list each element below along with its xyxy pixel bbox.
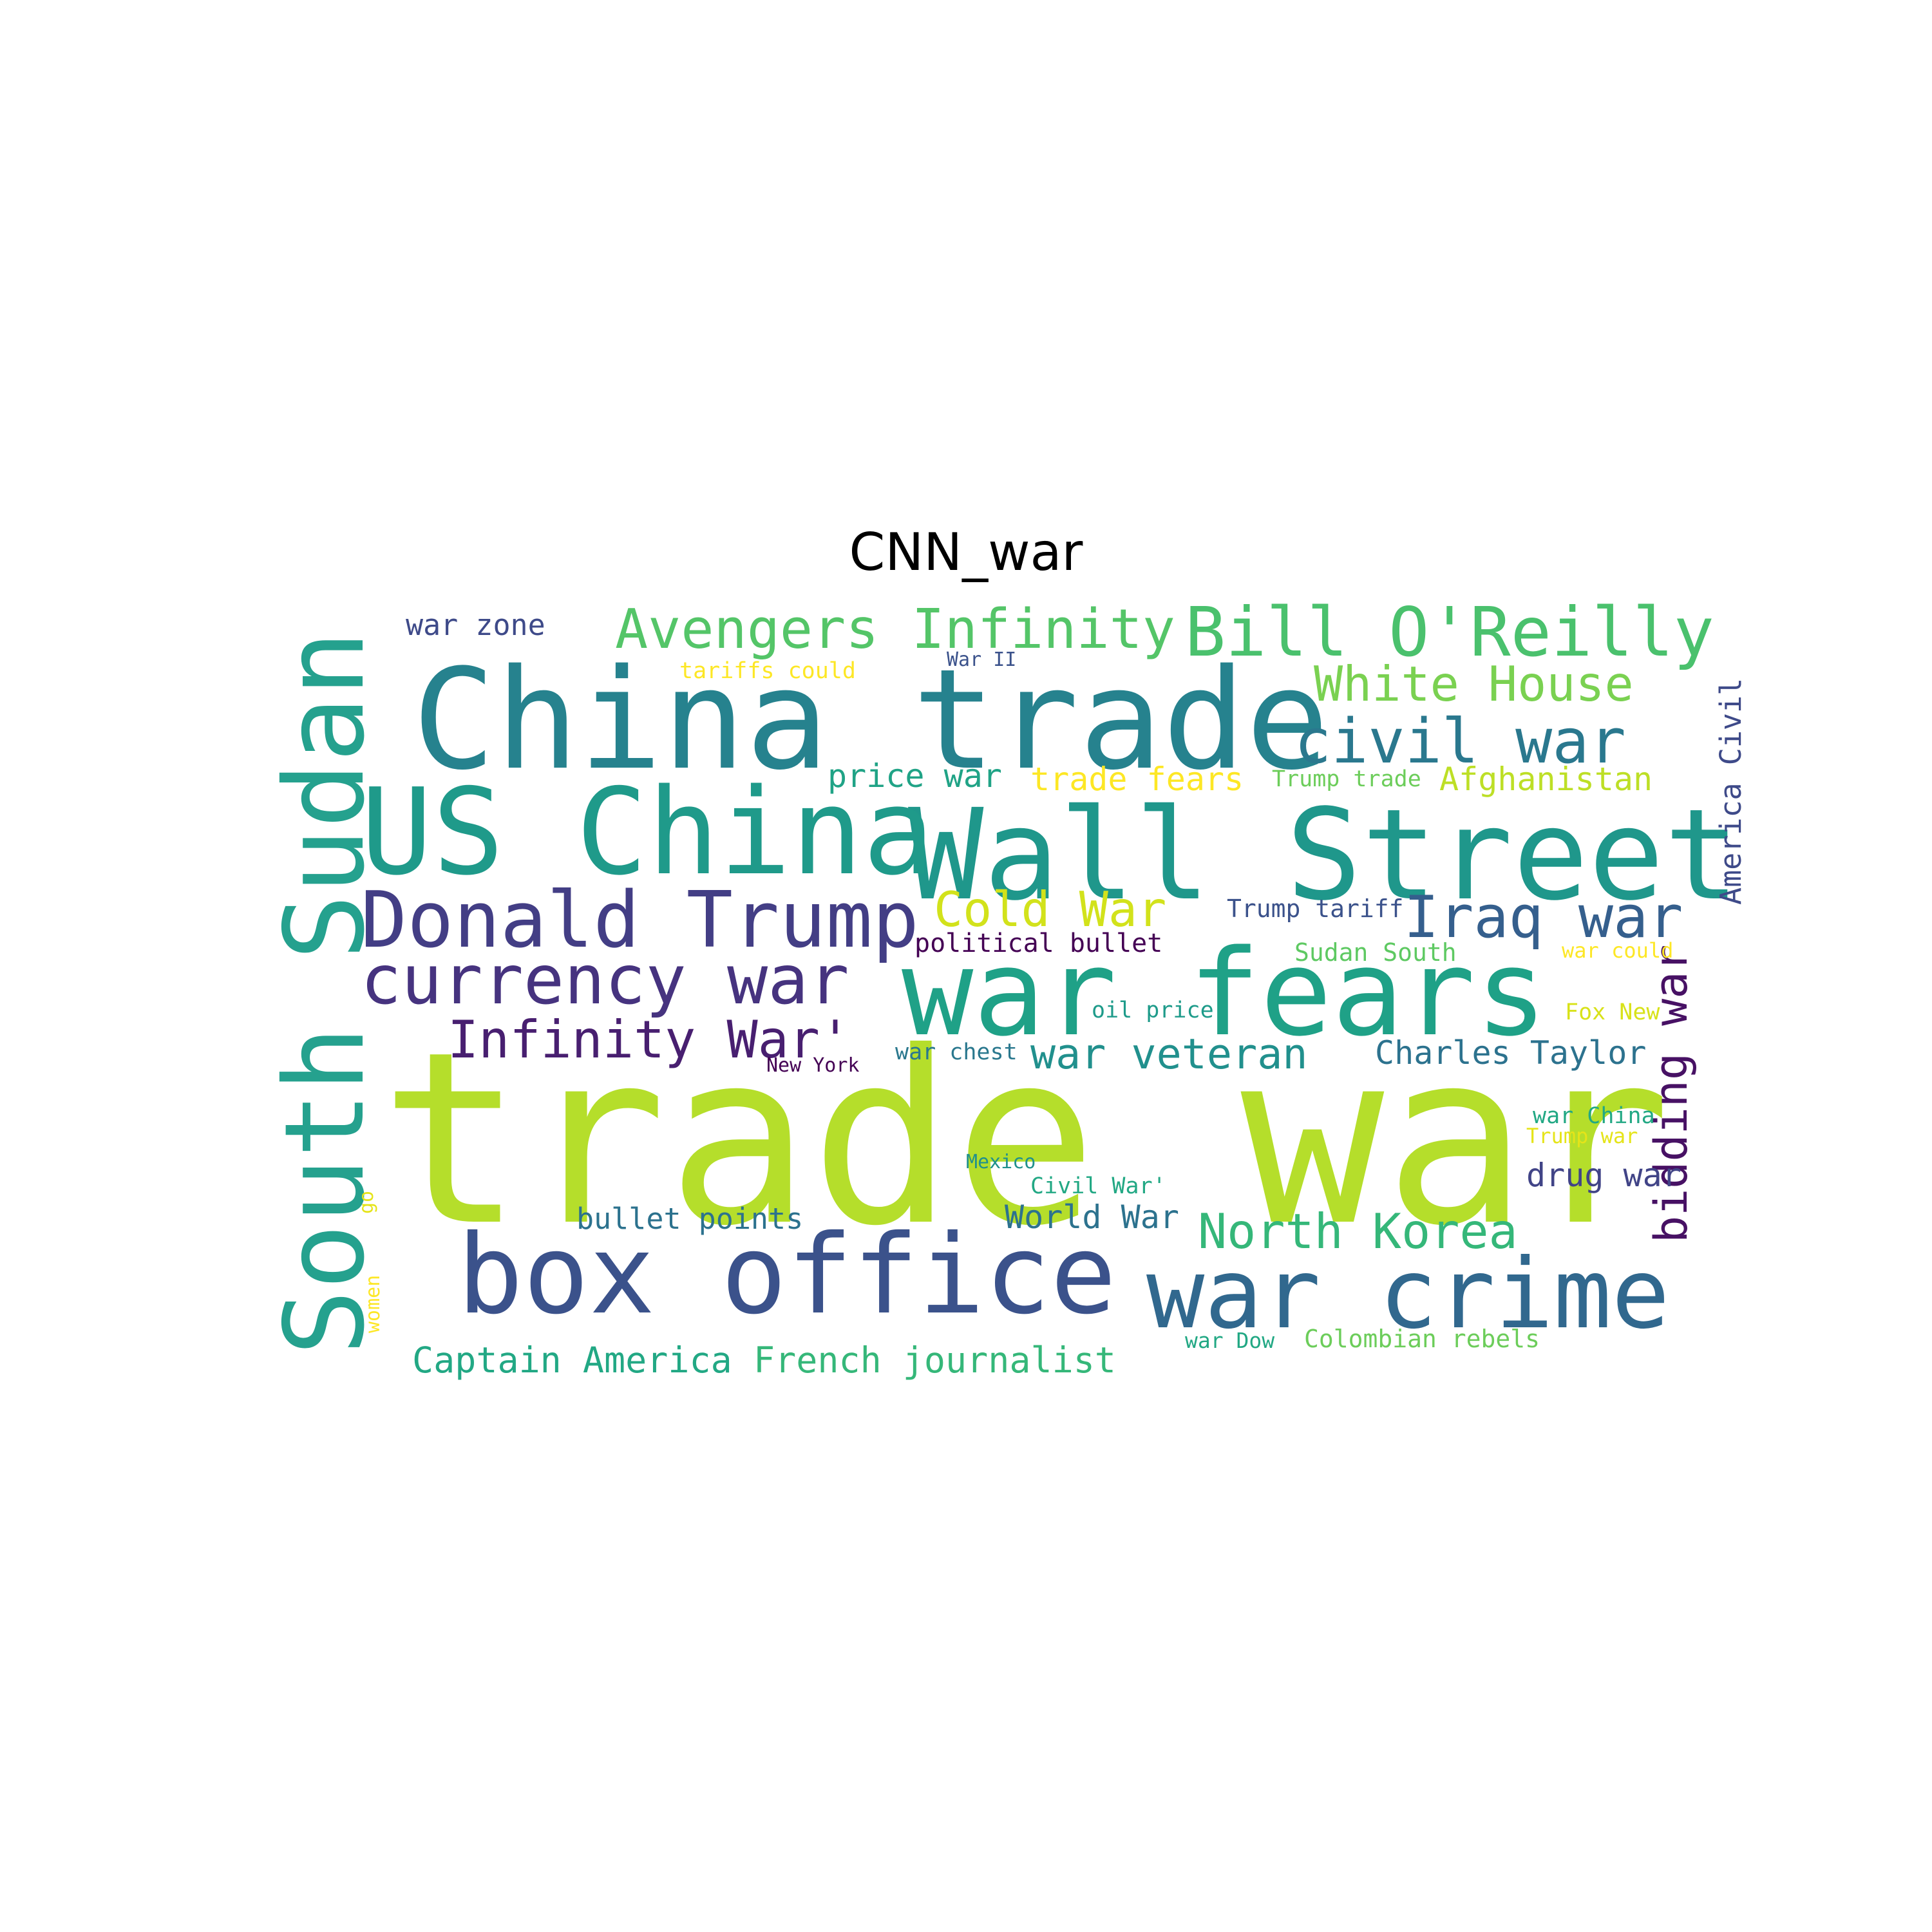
word-cloud-term: World War <box>1005 1198 1179 1236</box>
word-cloud-term: women <box>362 1274 384 1333</box>
word-cloud-term: Infinity War' <box>448 1010 851 1070</box>
word-cloud-term: China trade <box>412 639 1329 800</box>
word-cloud-term: Colombian rebels <box>1304 1325 1540 1353</box>
word-cloud-term: Donald Trump <box>361 876 919 965</box>
word-cloud-term: Bill O'Reilly <box>1185 593 1714 672</box>
word-cloud-term: Avengers Infinity <box>615 598 1175 661</box>
word-cloud-term: oil price <box>1092 998 1214 1023</box>
word-cloud-term: US China <box>361 762 935 902</box>
word-cloud-term: Fox New <box>1565 999 1660 1025</box>
word-cloud-term: Civil War' <box>1030 1173 1166 1199</box>
word-cloud-term: War II <box>947 649 1017 671</box>
word-cloud-term: Mexico <box>966 1151 1036 1173</box>
word-cloud-term: Trump war <box>1526 1124 1638 1148</box>
word-cloud-term: political bullet <box>914 929 1163 958</box>
word-cloud-term: Charles Taylor <box>1375 1034 1647 1072</box>
word-cloud-term: Trump tariff <box>1227 895 1404 923</box>
word-cloud-term: Wall Street <box>908 782 1740 928</box>
word-cloud-term: North Korea <box>1198 1203 1518 1260</box>
word-cloud-term: civil war <box>1294 706 1626 777</box>
word-cloud-term: New York <box>766 1054 860 1077</box>
word-cloud-term: Cold War <box>934 881 1167 938</box>
word-cloud-term: Captain America <box>412 1340 732 1381</box>
word-cloud-term: Afghanistan <box>1439 761 1653 798</box>
word-cloud-term: drug war <box>1526 1157 1681 1194</box>
word-cloud-term: Trump trade <box>1272 766 1421 792</box>
word-cloud-term: war chest <box>895 1039 1018 1065</box>
word-cloud-term: price war <box>828 757 1002 795</box>
word-cloud-term: White House <box>1314 656 1634 712</box>
word-cloud-term: war could <box>1562 938 1674 963</box>
word-cloud-term: war zone <box>406 608 545 642</box>
word-cloud-term: French journalist <box>753 1340 1116 1381</box>
word-cloud-term: America Civil <box>1714 677 1748 905</box>
word-cloud-term: bidding war <box>1645 944 1698 1243</box>
word-cloud-term: trade fears <box>1030 761 1244 798</box>
word-cloud-term: bullet points <box>576 1202 804 1236</box>
word-cloud-term: currency war <box>361 941 849 1019</box>
word-cloud-term: Iraq war <box>1404 884 1683 951</box>
word-cloud-term: Sudan South <box>1294 938 1457 967</box>
word-cloud-term: war Dow <box>1185 1328 1275 1353</box>
word-cloud-term: box office <box>457 1211 1117 1339</box>
word-cloud-term: tariffs could <box>679 658 856 684</box>
chart-title: CNN_war <box>849 522 1083 582</box>
word-cloud-term: war fears <box>902 923 1548 1063</box>
word-cloud-term: go <box>355 1190 378 1214</box>
word-cloud-term: war veteran <box>1030 1030 1308 1079</box>
word-cloud-term: war crime <box>1146 1238 1670 1350</box>
word-cloud-term: war China <box>1533 1103 1655 1129</box>
word-cloud-term: trade war <box>380 1001 1671 1278</box>
